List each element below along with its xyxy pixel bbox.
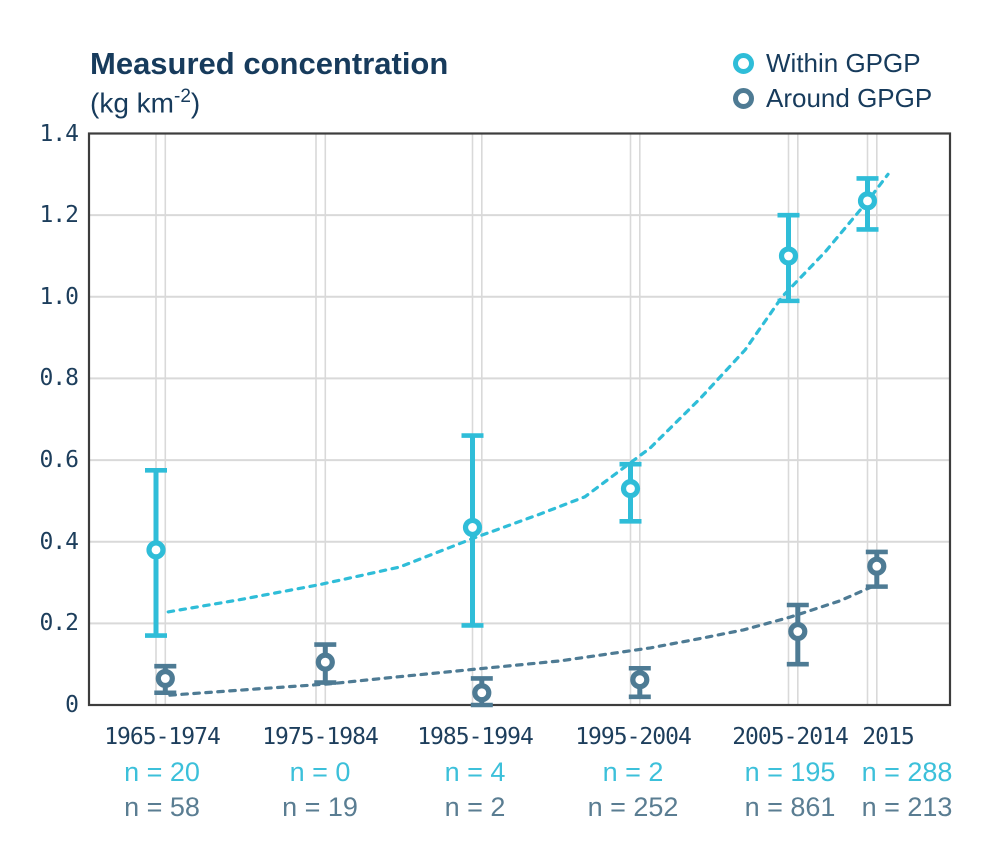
legend-item-around-gpgp: Around GPGP: [733, 81, 932, 116]
y-axis-tick-label: 0.8: [39, 365, 79, 392]
data-point-within: [778, 246, 799, 266]
chart-title: Measured concentration: [90, 46, 449, 81]
n-around-label: n = 213: [861, 792, 953, 822]
data-point-around: [155, 668, 175, 689]
data-point-around: [867, 556, 887, 576]
y-axis-tick-label: 1.2: [39, 202, 79, 229]
data-point-around: [788, 621, 808, 642]
n-around-label: n = 861: [744, 792, 836, 822]
n-around-label: n = 58: [124, 792, 200, 822]
chart-unit: (kg km-2): [90, 86, 200, 119]
within-gpgp-ring-icon: [733, 53, 754, 74]
x-axis-category-label: 2005-2014: [732, 724, 849, 750]
trend-line-within: [166, 172, 890, 614]
x-axis-category-label: 1975-1984: [262, 724, 379, 750]
n-within-label: n = 2: [602, 757, 664, 787]
y-axis-tick-label: 0.6: [39, 447, 79, 474]
y-axis-tick-label: 0.4: [39, 528, 79, 555]
n-within-label: n = 0: [289, 757, 351, 787]
legend: Within GPGP Around GPGP: [733, 46, 932, 116]
x-axis-category-label: 1995-2004: [575, 724, 692, 750]
y-axis-tick-label: 1.4: [39, 120, 79, 147]
data-point-around: [472, 683, 492, 703]
data-point-around: [630, 670, 650, 690]
unit-text-close: ): [190, 87, 201, 119]
data-point-within: [146, 540, 166, 560]
unit-superscript: -2: [174, 86, 191, 107]
y-axis-tick-label: 0.2: [39, 610, 79, 637]
n-within-label: n = 288: [861, 757, 953, 787]
around-gpgp-ring-icon: [733, 88, 754, 109]
x-axis-category-label: 1985-1994: [417, 724, 534, 750]
n-around-label: n = 19: [282, 792, 358, 822]
y-axis-tick-label: 0: [65, 692, 79, 718]
data-point-within: [462, 517, 483, 538]
x-axis-category-label: 2015: [862, 724, 914, 750]
unit-text: (kg km: [90, 87, 174, 119]
trend-line-around: [168, 582, 879, 697]
legend-label-within: Within GPGP: [766, 48, 921, 78]
data-point-within: [620, 479, 641, 499]
n-within-label: n = 4: [444, 757, 506, 787]
legend-item-within-gpgp: Within GPGP: [733, 46, 932, 81]
n-around-label: n = 252: [587, 792, 679, 822]
data-point-within: [857, 191, 878, 211]
n-within-label: n = 20: [124, 757, 200, 787]
n-around-label: n = 2: [444, 792, 506, 822]
n-within-label: n = 195: [744, 757, 836, 787]
y-axis-tick-label: 1.0: [39, 283, 79, 310]
x-axis-category-label: 1965-1974: [104, 724, 221, 750]
data-point-around: [315, 652, 335, 672]
legend-label-around: Around GPGP: [766, 83, 933, 113]
plot-border: [87, 132, 952, 707]
